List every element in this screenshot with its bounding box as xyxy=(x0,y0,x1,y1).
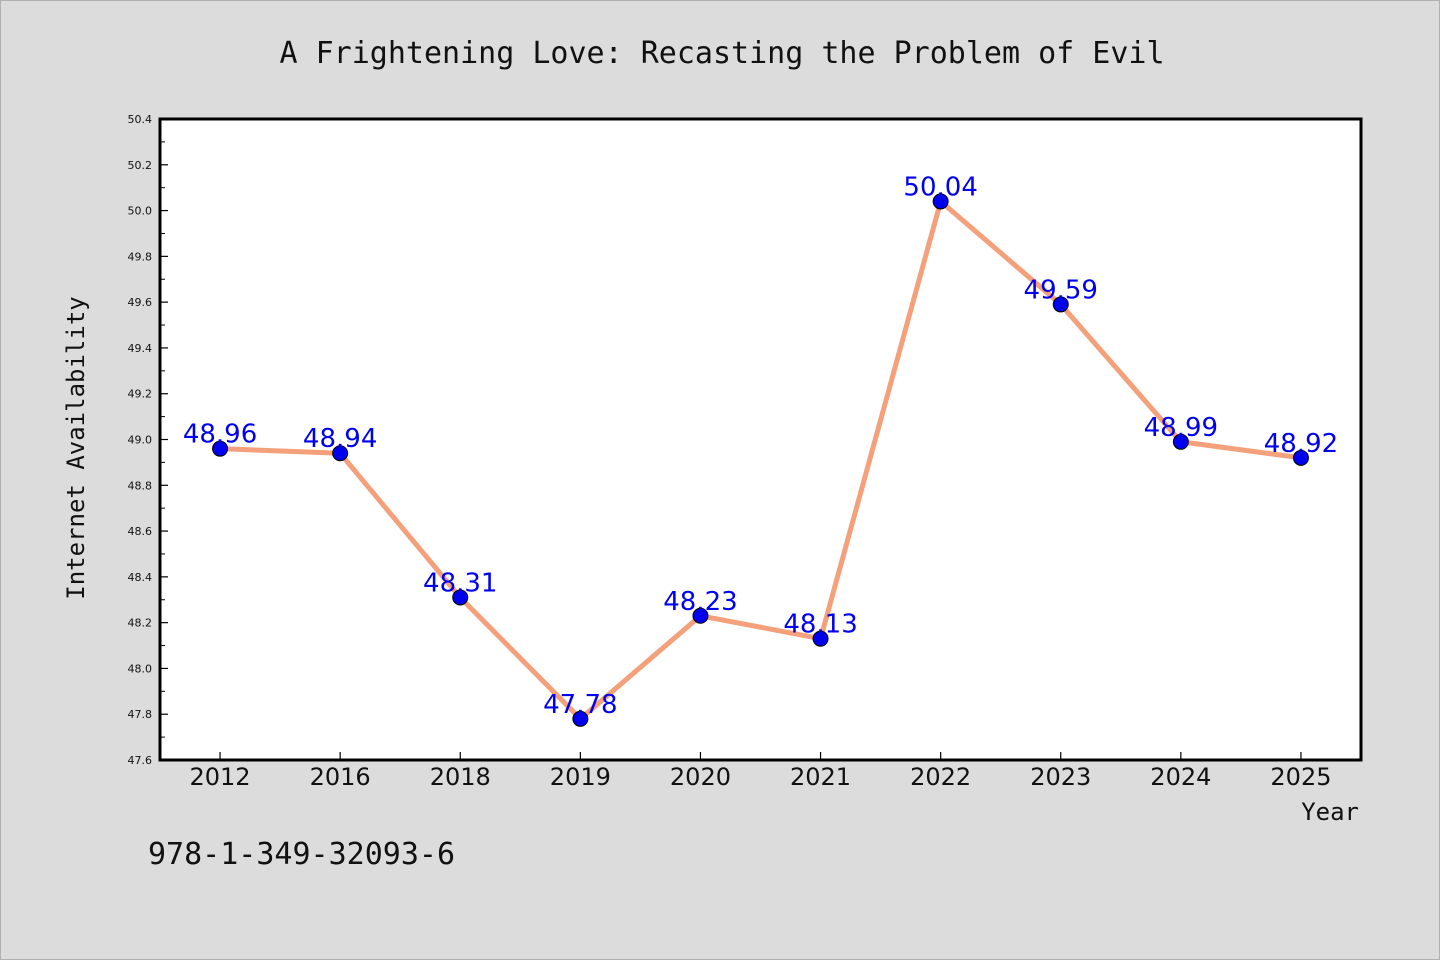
isbn-text: 978-1-349-32093-6 xyxy=(148,837,455,872)
y-tick-label: 49.0 xyxy=(128,434,153,447)
data-label: 48.31 xyxy=(423,568,497,598)
data-point xyxy=(1172,433,1189,450)
data-point xyxy=(1052,296,1069,313)
data-label: 48.92 xyxy=(1264,429,1338,459)
data-label: 48.13 xyxy=(783,610,857,640)
chart-title: A Frightening Love: Recasting the Proble… xyxy=(279,36,1164,71)
y-tick-label: 48.2 xyxy=(128,617,153,630)
x-tick-label: 2016 xyxy=(310,763,371,791)
plot-area xyxy=(158,117,1363,762)
y-tick-label: 47.8 xyxy=(128,708,153,721)
y-tick-label: 50.2 xyxy=(128,159,153,172)
data-label: 47.78 xyxy=(543,690,617,720)
x-tick-label: 2022 xyxy=(910,763,971,791)
series-line: 48.96 48.94 48.31 47.78 48.23 48.13 50.04 49.59… xyxy=(183,172,1338,727)
data-point xyxy=(812,630,829,647)
x-tick-label: 2019 xyxy=(550,763,611,791)
x-tick-label: 2023 xyxy=(1030,763,1091,791)
x-axis: 2012 2016 2018 2019 2020 2021 2022 2023 2024 2025 xyxy=(190,752,1331,791)
series-path xyxy=(219,198,1302,722)
y-tick-label: 48.6 xyxy=(128,525,153,538)
data-label: 49.59 xyxy=(1024,275,1098,305)
data-point xyxy=(1292,449,1309,466)
data-point xyxy=(452,589,469,606)
y-tick-label: 49.4 xyxy=(128,342,153,355)
x-axis-label: Year xyxy=(1301,798,1359,826)
data-label: 48.96 xyxy=(183,420,257,450)
y-axis: 47.6 47.8 48.0 48.2 48.4 48.6 48.8 49.0 49.2 49.4… xyxy=(128,113,168,767)
y-tick-label: 49.8 xyxy=(128,250,153,263)
x-tick-label: 2025 xyxy=(1270,763,1331,791)
x-tick-label: 2012 xyxy=(190,763,251,791)
y-tick-label: 49.6 xyxy=(128,296,153,309)
x-tick-label: 2018 xyxy=(430,763,491,791)
data-label: 48.94 xyxy=(303,424,377,454)
data-label: 50.04 xyxy=(903,172,977,202)
x-tick-label: 2024 xyxy=(1150,763,1211,791)
y-axis-label: Internet Availability xyxy=(62,296,90,599)
y-tick-label: 48.4 xyxy=(128,571,153,584)
data-point xyxy=(932,193,949,210)
x-tick-label: 2021 xyxy=(790,763,851,791)
data-label: 48.23 xyxy=(663,587,737,617)
y-tick-label: 49.2 xyxy=(128,388,153,401)
data-point xyxy=(212,440,229,457)
data-point xyxy=(692,607,709,624)
y-tick-label: 50.0 xyxy=(128,205,153,218)
x-tick-label: 2020 xyxy=(670,763,731,791)
data-point xyxy=(572,710,589,727)
data-point xyxy=(332,445,349,462)
y-tick-label: 48.8 xyxy=(128,479,153,492)
y-tick-label: 50.4 xyxy=(128,113,153,126)
data-label: 48.99 xyxy=(1144,413,1218,443)
y-tick-label: 47.6 xyxy=(128,754,153,767)
y-tick-label: 48.0 xyxy=(128,662,153,675)
